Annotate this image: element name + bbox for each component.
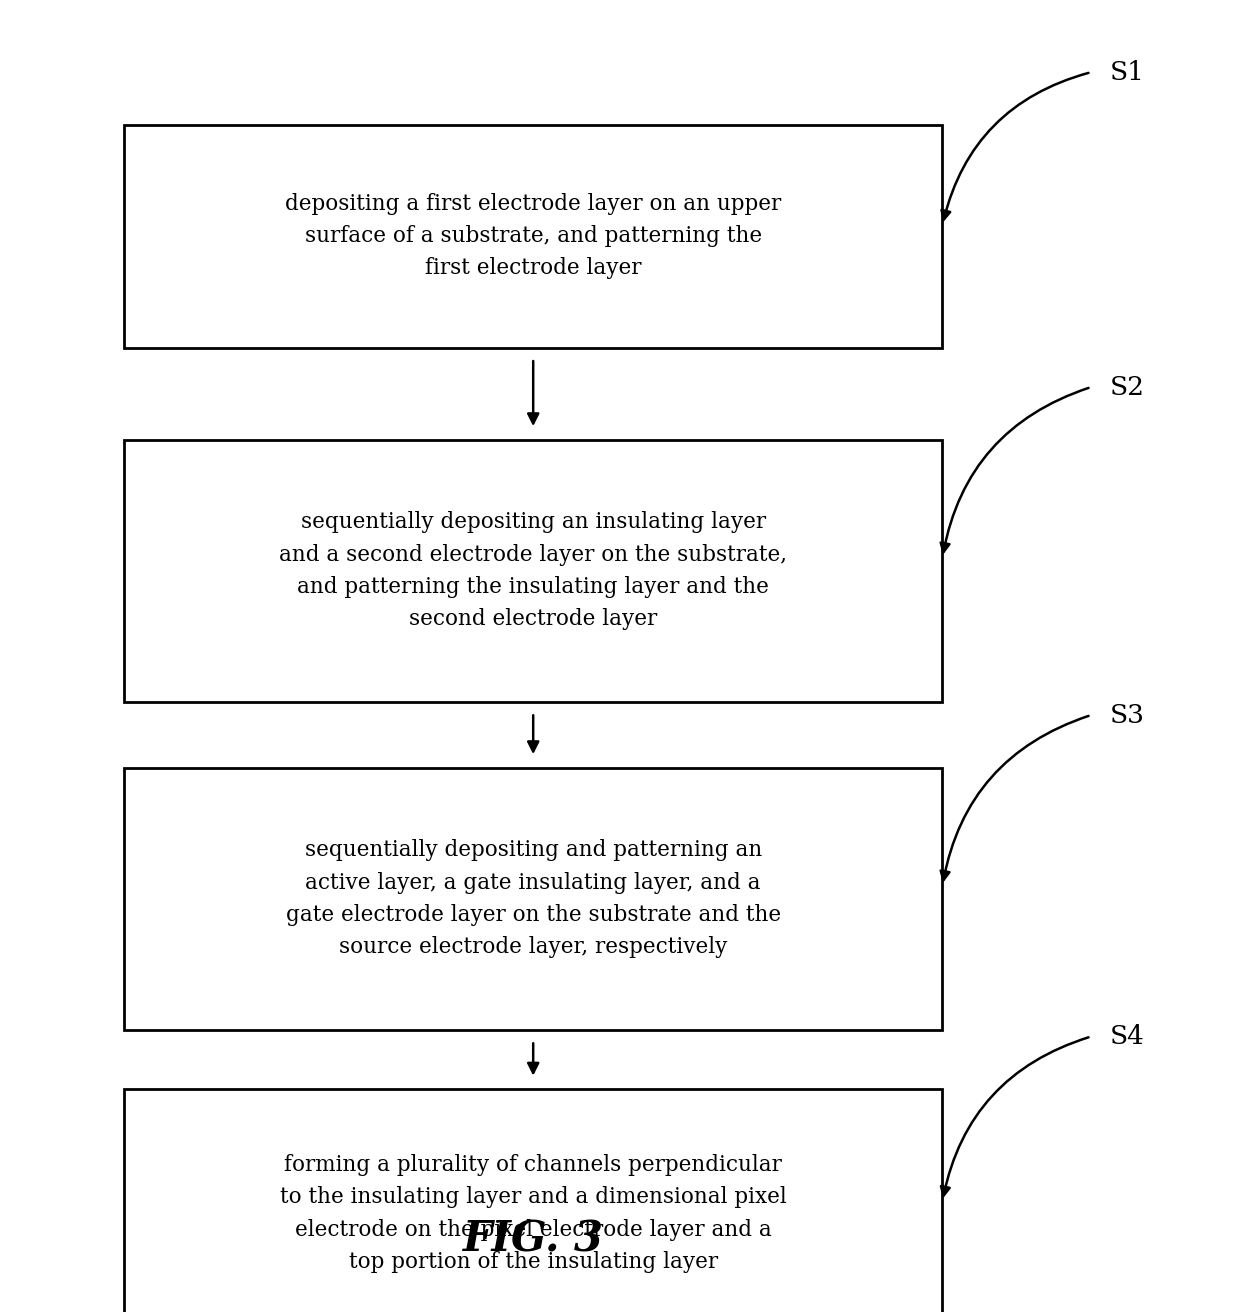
- Text: S4: S4: [1110, 1023, 1145, 1050]
- Text: sequentially depositing an insulating layer
and a second electrode layer on the : sequentially depositing an insulating la…: [279, 512, 787, 630]
- Text: S1: S1: [1110, 59, 1145, 85]
- Text: S2: S2: [1110, 374, 1145, 400]
- Text: S3: S3: [1110, 702, 1145, 728]
- Bar: [124, 1089, 942, 1312]
- Text: forming a plurality of channels perpendicular
to the insulating layer and a dime: forming a plurality of channels perpendi…: [280, 1155, 786, 1273]
- Bar: [124, 125, 942, 348]
- Bar: [124, 440, 942, 702]
- Text: depositing a first electrode layer on an upper
surface of a substrate, and patte: depositing a first electrode layer on an…: [285, 193, 781, 279]
- Bar: [124, 768, 942, 1030]
- Text: sequentially depositing and patterning an
active layer, a gate insulating layer,: sequentially depositing and patterning a…: [285, 840, 781, 958]
- Text: FIG. 3: FIG. 3: [463, 1219, 604, 1261]
